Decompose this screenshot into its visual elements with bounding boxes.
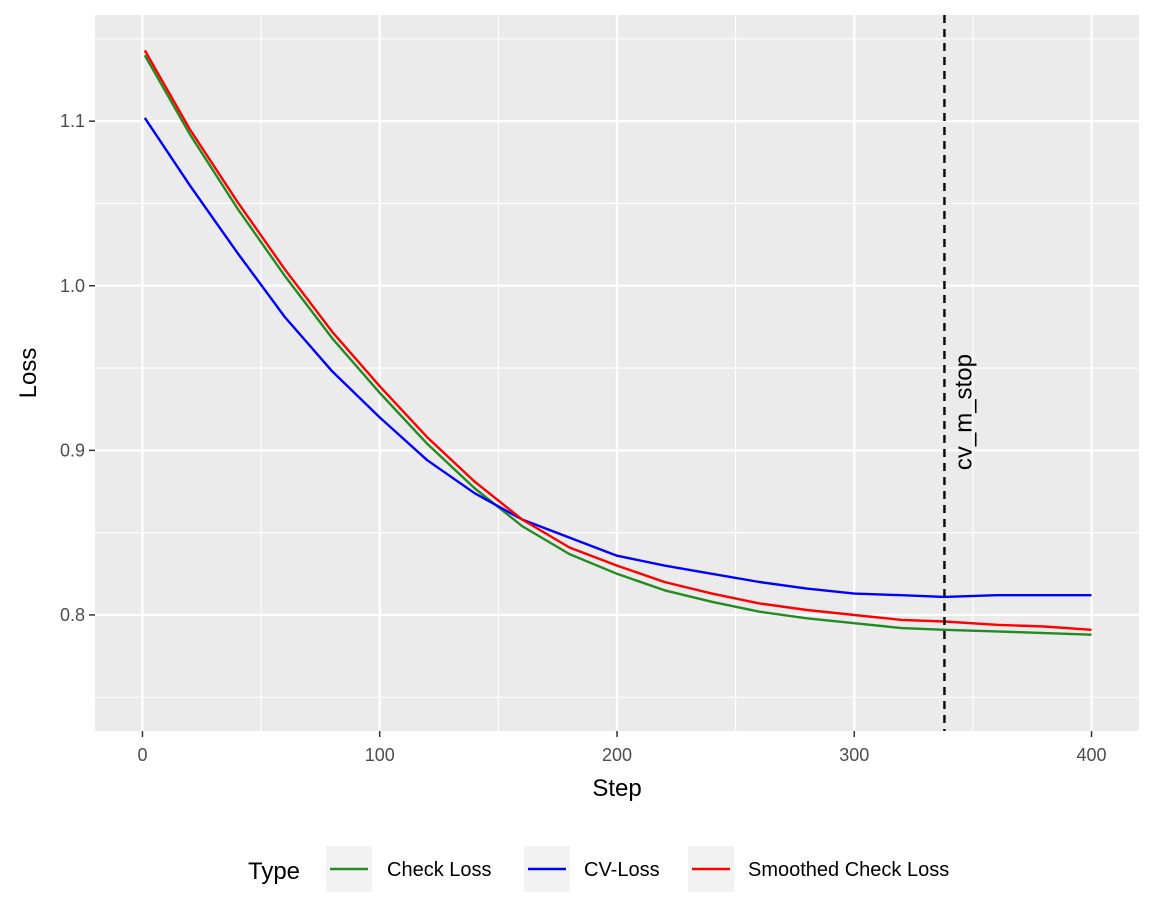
x-tick-label: 100 <box>365 745 395 765</box>
legend-label: Check Loss <box>387 859 492 881</box>
series-line-smoothed-check-loss <box>143 49 1092 631</box>
x-axis-title: Step <box>592 775 641 802</box>
series-layer <box>143 49 1092 636</box>
x-tick-label: 300 <box>839 745 869 765</box>
legend-label: CV-Loss <box>584 859 660 881</box>
major-gridlines <box>95 15 1139 731</box>
y-axis-title: Loss <box>15 348 42 399</box>
x-axis-ticks: 0 100 200 300 400 <box>137 731 1107 765</box>
x-tick-label: 0 <box>137 745 147 765</box>
y-tick-label: 0.8 <box>60 605 85 625</box>
vline-layer: cv_m_stop <box>943 15 977 731</box>
cv-m-stop-label: cv_m_stop <box>950 354 977 470</box>
y-tick-label: 0.9 <box>60 440 85 460</box>
series-line-check-loss <box>143 54 1092 636</box>
legend-label: Smoothed Check Loss <box>748 859 949 881</box>
y-tick-label: 1.0 <box>60 276 85 296</box>
series-line-cv-loss <box>143 117 1092 599</box>
x-tick-label: 400 <box>1077 745 1107 765</box>
legend-title: Type <box>248 858 300 885</box>
x-tick-label: 200 <box>602 745 632 765</box>
y-tick-label: 1.1 <box>60 111 85 131</box>
y-axis-ticks: 0.8 0.9 1.0 1.1 <box>60 111 95 625</box>
legend: Type Check Loss CV-Loss Smoothed Check Los… <box>248 846 949 892</box>
